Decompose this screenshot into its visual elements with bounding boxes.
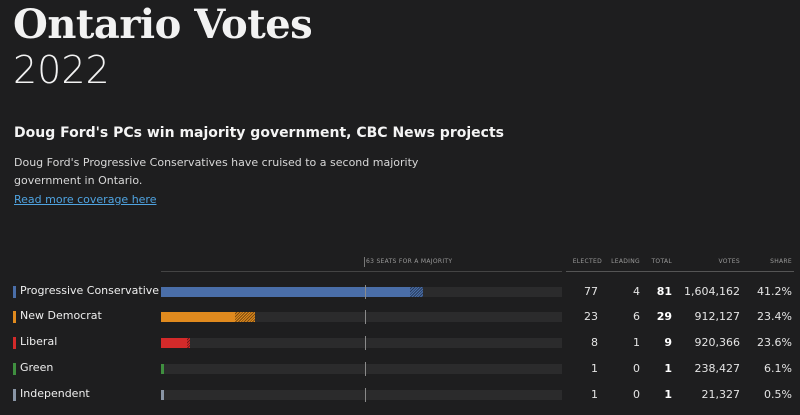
majority-threshold-label: 63 SEATS FOR A MAJORITY xyxy=(363,257,453,267)
seat-bar xyxy=(161,388,562,402)
vote-share: 23.6% xyxy=(757,336,792,349)
leading-count: 1 xyxy=(633,336,640,349)
party-color-swatch xyxy=(13,311,16,323)
party-name: Liberal xyxy=(20,335,58,348)
total-seats: 1 xyxy=(664,362,672,375)
leading-count: 6 xyxy=(633,310,640,323)
elected-count: 1 xyxy=(591,362,598,375)
majority-line xyxy=(364,285,366,299)
vote-count: 912,127 xyxy=(694,310,741,323)
total-column-header: TOTAL xyxy=(651,258,672,265)
elected-count: 8 xyxy=(591,336,598,349)
majority-line xyxy=(364,336,366,350)
party-row-progressive-conservative: Progressive Conservative 77 4 81 1,604,1… xyxy=(0,279,800,305)
elected-seats-fill xyxy=(161,287,410,297)
party-name: Independent xyxy=(20,387,90,400)
elected-seats-fill xyxy=(161,312,236,322)
total-seats: 1 xyxy=(664,388,672,401)
party-row-new-democrat: New Democrat 23 6 29 912,127 23.4% xyxy=(0,304,800,330)
page-title: Ontario Votes xyxy=(13,1,313,48)
elected-count: 23 xyxy=(584,310,598,323)
vote-share: 41.2% xyxy=(757,285,792,298)
leading-count: 4 xyxy=(633,285,640,298)
vote-count: 920,366 xyxy=(694,336,741,349)
votes-column-header: VOTES xyxy=(718,258,740,265)
leading-seats-fill xyxy=(186,338,191,348)
leading-seats-fill xyxy=(235,312,255,322)
party-name: Green xyxy=(20,361,54,374)
table-divider xyxy=(566,271,794,272)
majority-line xyxy=(364,388,366,402)
vote-share: 23.4% xyxy=(757,310,792,323)
total-seats: 81 xyxy=(656,285,672,298)
elected-column-header: ELECTED xyxy=(572,258,602,265)
elected-seats-fill xyxy=(161,364,165,374)
elected-seats-fill xyxy=(161,390,165,400)
share-column-header: SHARE xyxy=(770,258,792,265)
elected-count: 77 xyxy=(584,285,598,298)
vote-count: 21,327 xyxy=(701,388,741,401)
majority-line xyxy=(364,362,366,376)
vote-count: 1,604,162 xyxy=(684,285,740,298)
party-color-swatch xyxy=(13,389,16,401)
party-name: New Democrat xyxy=(20,309,102,322)
leading-count: 0 xyxy=(633,362,640,375)
seat-bar xyxy=(161,336,562,350)
read-more-link[interactable]: Read more coverage here xyxy=(14,193,157,206)
party-color-swatch xyxy=(13,363,16,375)
party-color-swatch xyxy=(13,337,16,349)
seat-bar xyxy=(161,285,562,299)
election-year: 2022 xyxy=(13,48,110,92)
chart-divider xyxy=(161,271,562,272)
vote-share: 6.1% xyxy=(764,362,792,375)
party-color-swatch xyxy=(13,286,16,298)
vote-share: 0.5% xyxy=(764,388,792,401)
vote-count: 238,427 xyxy=(694,362,741,375)
party-row-green: Green 1 0 1 238,427 6.1% xyxy=(0,356,800,382)
seat-bar xyxy=(161,362,562,376)
party-row-independent: Independent 1 0 1 21,327 0.5% xyxy=(0,382,800,408)
party-name: Progressive Conservative xyxy=(20,284,160,297)
majority-line xyxy=(364,310,366,324)
leading-column-header: LEADING xyxy=(611,258,640,265)
elected-seats-fill xyxy=(161,338,187,348)
leading-count: 0 xyxy=(633,388,640,401)
seat-bar xyxy=(161,310,562,324)
headline: Doug Ford's PCs win majority government,… xyxy=(14,125,504,141)
party-row-liberal: Liberal 8 1 9 920,366 23.6% xyxy=(0,330,800,356)
leading-seats-fill xyxy=(410,287,423,297)
elected-count: 1 xyxy=(591,388,598,401)
total-seats: 29 xyxy=(656,310,672,323)
summary-text: Doug Ford's Progressive Conservatives ha… xyxy=(14,156,419,187)
total-seats: 9 xyxy=(664,336,672,349)
